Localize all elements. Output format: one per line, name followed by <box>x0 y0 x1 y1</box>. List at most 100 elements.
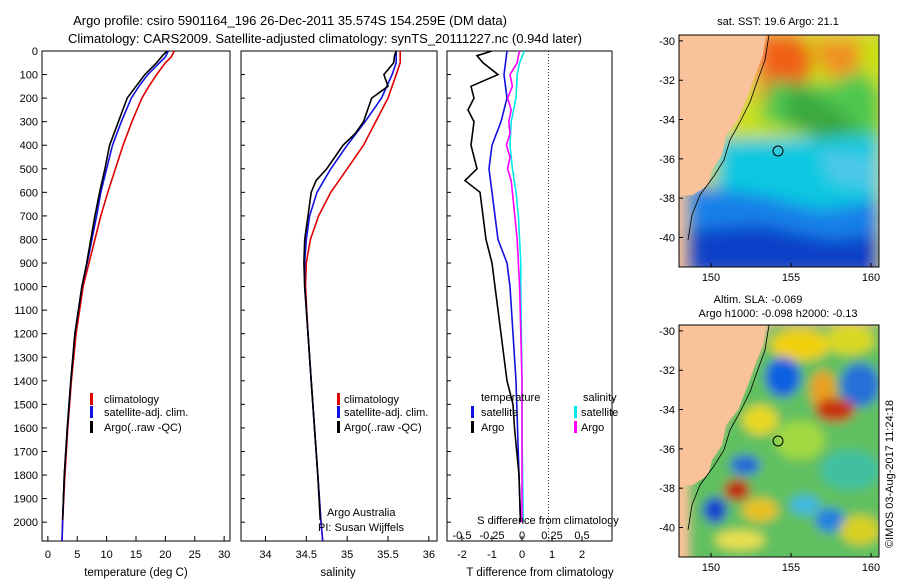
t-diff-tick-label: -1 <box>487 549 497 561</box>
legend-swatch-s-argo <box>574 421 577 433</box>
series-line-argo-raw-qc <box>303 51 397 520</box>
legend-title-salinity: salinity <box>583 392 617 404</box>
temperature-legend: climatology satellite-adj. clim. Argo(..… <box>90 393 188 434</box>
map-y-tick-label: -34 <box>659 115 675 127</box>
sst-map: sat. SST: 19.6 Argo: 21.1 150 155 160 -30 -3… <box>659 16 880 284</box>
y-tick-label: 1400 <box>14 376 38 388</box>
temperature-xlabel: temperature (deg C) <box>84 567 188 579</box>
imos-watermark: ©IMOS 03-Aug-2017 11:24:18 <box>884 400 896 548</box>
legend-label-climatology: climatology <box>104 394 160 406</box>
argo-australia-label: Argo Australia <box>327 507 396 519</box>
s-diff-tick-label: 0.5 <box>574 530 589 542</box>
legend-swatch-argo <box>337 421 340 433</box>
y-tick-label: 100 <box>20 70 38 82</box>
temperature-axes-box <box>41 50 231 542</box>
figure-title-line1: Argo profile: csiro 5901164_196 26-Dec-2… <box>73 13 507 28</box>
legend-swatch-s-satellite <box>574 406 577 418</box>
pi-label: PI: Susan Wijffels <box>318 522 404 534</box>
sla-argo-marker <box>772 435 784 447</box>
x-tick-label: 36 <box>423 549 435 561</box>
legend-label-t-satellite: satellite <box>481 407 518 419</box>
sla-map: Altim. SLA: -0.069 Argo h1000: -0.098 h2… <box>659 294 880 574</box>
salinity-legend: climatology satellite-adj. clim. Argo(..… <box>337 393 428 434</box>
y-tick-label: 1500 <box>14 399 38 411</box>
figure-title-line2: Climatology: CARS2009. Satellite-adjuste… <box>68 31 582 46</box>
temperature-panel: 0 5 10 15 20 25 300100200300400500600700800900… <box>14 46 231 579</box>
map-x-tick-label: 150 <box>702 272 720 284</box>
series-line-argo-raw-qc <box>61 51 168 520</box>
legend-swatch-climatology <box>90 393 93 405</box>
sla-field <box>690 325 879 557</box>
difference-legend: temperature salinity satellite Argo sate… <box>471 392 618 434</box>
t-diff-tick-label: 2 <box>579 549 585 561</box>
y-tick-label: 2000 <box>14 517 38 529</box>
x-tick-label: 10 <box>101 549 113 561</box>
legend-label-t-argo: Argo <box>481 422 504 434</box>
sst-argo-marker <box>772 145 784 157</box>
map-y-tick-label: -40 <box>659 523 675 535</box>
legend-swatch-climatology <box>337 393 340 405</box>
legend-swatch-satellite <box>337 406 340 418</box>
s-diff-tick-label: -0.25 <box>479 530 504 542</box>
map-x-tick-label: 160 <box>862 562 880 574</box>
y-tick-label: 700 <box>20 211 38 223</box>
legend-swatch-argo <box>90 421 93 433</box>
legend-label-argo: Argo(..raw -QC) <box>344 422 422 434</box>
legend-label-s-argo: Argo <box>581 422 604 434</box>
map-x-tick-label: 160 <box>862 272 880 284</box>
salinity-xlabel: salinity <box>320 567 355 579</box>
map-x-tick-label: 155 <box>782 562 800 574</box>
difference-panel: -2 -1 0 1 2 -0.5 -0.25 0 0.25 0.5 temperature sal… <box>446 50 619 579</box>
map-y-tick-label: -38 <box>659 483 675 495</box>
map-y-tick-label: -32 <box>659 365 675 377</box>
t-diff-tick-label: 1 <box>549 549 555 561</box>
s-diff-tick-label: -0.5 <box>453 530 472 542</box>
legend-label-climatology: climatology <box>344 394 400 406</box>
y-tick-label: 400 <box>20 140 38 152</box>
map-y-tick-label: -30 <box>659 326 675 338</box>
salinity-axes-box <box>240 50 438 542</box>
x-tick-label: 0 <box>45 549 51 561</box>
x-tick-label: 15 <box>130 549 142 561</box>
map-y-tick-label: -30 <box>659 36 675 48</box>
map-y-tick-label: -36 <box>659 444 675 456</box>
map-y-tick-label: -36 <box>659 154 675 166</box>
x-tick-label: 34.5 <box>296 549 317 561</box>
y-tick-label: 0 <box>32 46 38 58</box>
y-tick-label: 1200 <box>14 329 38 341</box>
x-tick-label: 30 <box>218 549 230 561</box>
s-diff-tick-label: 0 <box>519 530 525 542</box>
y-tick-label: 1700 <box>14 446 38 458</box>
legend-swatch-satellite <box>90 406 93 418</box>
sst-shelf-line <box>687 35 770 241</box>
s-difference-label: S difference from climatology <box>477 515 619 527</box>
t-diff-tick-label: 0 <box>519 549 525 561</box>
y-tick-label: 800 <box>20 234 38 246</box>
sst-coast-land <box>679 35 766 196</box>
x-tick-label: 5 <box>74 549 80 561</box>
sst-map-frame <box>678 34 880 268</box>
legend-swatch-t-argo <box>471 421 474 433</box>
series-line-s-argo <box>505 51 523 523</box>
salinity-panel: 34 34.5 35 35.5 36 salinity climatology sate… <box>240 50 438 579</box>
x-tick-label: 35 <box>341 549 353 561</box>
sla-map-subtitle: Argo h1000: -0.098 h2000: -0.13 <box>698 308 857 320</box>
x-tick-label: 35.5 <box>377 549 398 561</box>
sla-coast-land <box>679 325 766 486</box>
map-y-tick-label: -40 <box>659 233 675 245</box>
map-y-tick-label: -32 <box>659 75 675 87</box>
y-tick-label: 1800 <box>14 470 38 482</box>
y-tick-label: 1000 <box>14 282 38 294</box>
x-tick-label: 25 <box>189 549 201 561</box>
sst-field <box>690 35 879 267</box>
legend-title-temperature: temperature <box>481 392 540 404</box>
series-line-t-satellite <box>488 51 522 523</box>
sla-shelf-line <box>687 325 770 531</box>
legend-swatch-t-satellite <box>471 406 474 418</box>
legend-label-satellite: satellite-adj. clim. <box>344 407 428 419</box>
y-tick-label: 300 <box>20 117 38 129</box>
map-x-tick-label: 155 <box>782 272 800 284</box>
sst-map-title: sat. SST: 19.6 Argo: 21.1 <box>717 16 839 28</box>
y-tick-label: 1300 <box>14 352 38 364</box>
y-tick-label: 500 <box>20 164 38 176</box>
